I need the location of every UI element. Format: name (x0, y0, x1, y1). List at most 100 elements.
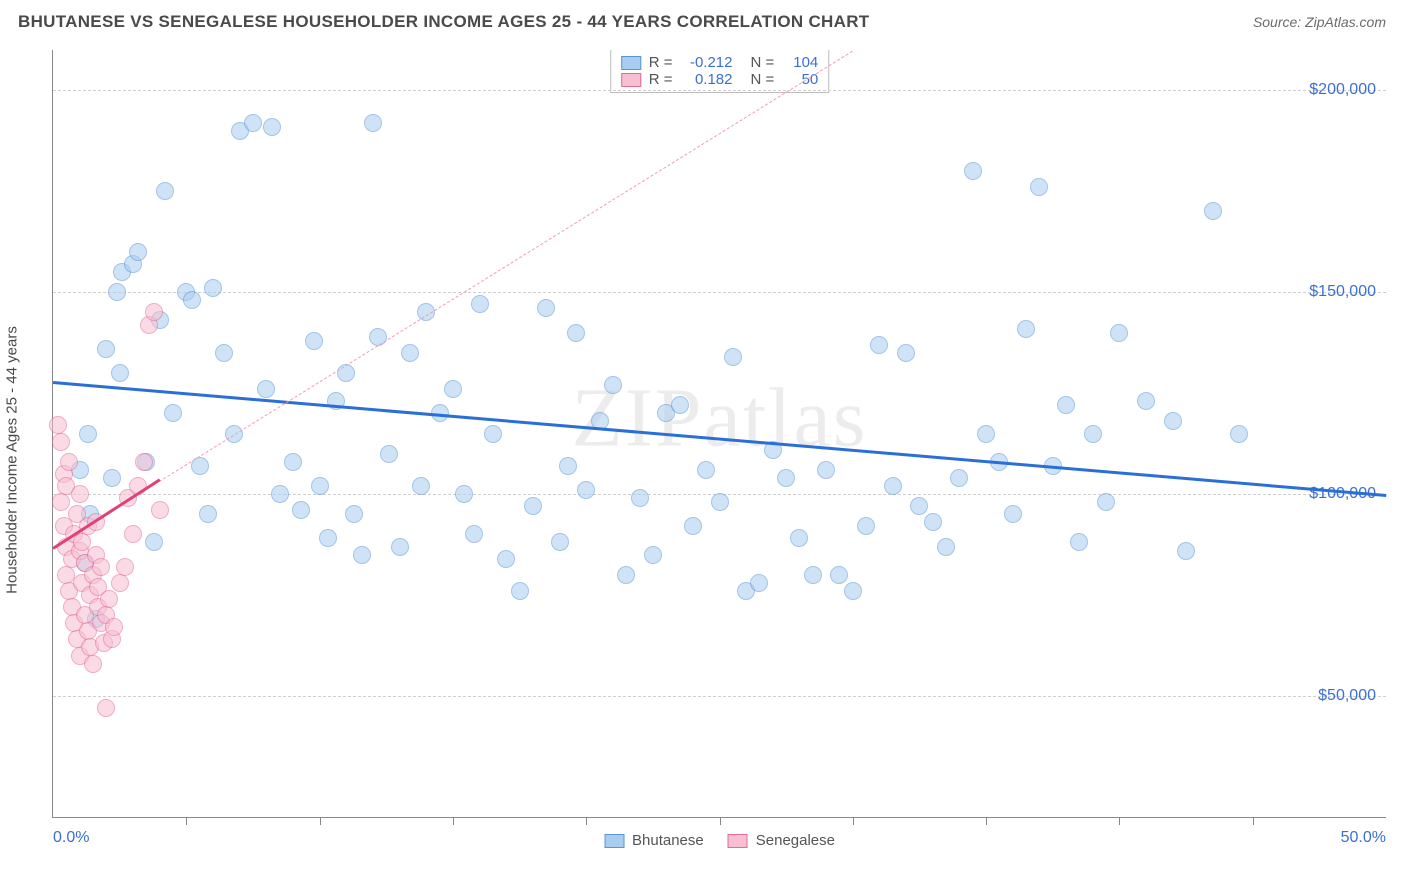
data-point-bhutanese (884, 477, 902, 495)
series-legend-item-bhutanese: Bhutanese (604, 832, 704, 849)
x-tick-label: 50.0% (1341, 829, 1386, 847)
data-point-bhutanese (830, 566, 848, 584)
data-point-bhutanese (537, 299, 555, 317)
data-point-bhutanese (444, 380, 462, 398)
data-point-bhutanese (380, 445, 398, 463)
x-tick (586, 817, 587, 825)
legend-n-value: 104 (782, 54, 818, 71)
data-point-senegalese (151, 501, 169, 519)
data-point-bhutanese (551, 533, 569, 551)
data-point-bhutanese (671, 396, 689, 414)
trend-line (53, 50, 853, 547)
legend-r-label: R = (649, 71, 673, 88)
data-point-bhutanese (337, 364, 355, 382)
x-tick (1253, 817, 1254, 825)
x-tick (853, 817, 854, 825)
legend-swatch (604, 834, 624, 848)
data-point-bhutanese (567, 324, 585, 342)
data-point-bhutanese (465, 525, 483, 543)
data-point-bhutanese (977, 425, 995, 443)
data-point-bhutanese (644, 546, 662, 564)
data-point-bhutanese (1177, 542, 1195, 560)
x-tick (986, 817, 987, 825)
x-tick-label: 0.0% (53, 829, 89, 847)
chart-container: Householder Income Ages 25 - 44 years ZI… (0, 40, 1406, 880)
data-point-bhutanese (369, 328, 387, 346)
data-point-bhutanese (559, 457, 577, 475)
data-point-bhutanese (697, 461, 715, 479)
data-point-bhutanese (1204, 202, 1222, 220)
data-point-bhutanese (79, 425, 97, 443)
gridline-h (53, 90, 1386, 91)
data-point-bhutanese (777, 469, 795, 487)
data-point-senegalese (97, 699, 115, 717)
data-point-bhutanese (1084, 425, 1102, 443)
y-tick-label: $150,000 (1309, 283, 1376, 301)
data-point-senegalese (84, 655, 102, 673)
data-point-bhutanese (284, 453, 302, 471)
data-point-bhutanese (156, 182, 174, 200)
data-point-bhutanese (511, 582, 529, 600)
data-point-bhutanese (401, 344, 419, 362)
x-tick (186, 817, 187, 825)
series-label: Bhutanese (632, 832, 704, 849)
legend-r-value: -0.212 (681, 54, 733, 71)
data-point-bhutanese (111, 364, 129, 382)
data-point-senegalese (52, 493, 70, 511)
gridline-h (53, 292, 1386, 293)
data-point-bhutanese (471, 295, 489, 313)
data-point-bhutanese (631, 489, 649, 507)
data-point-bhutanese (964, 162, 982, 180)
data-point-bhutanese (497, 550, 515, 568)
data-point-senegalese (60, 453, 78, 471)
gridline-h (53, 696, 1386, 697)
data-point-bhutanese (103, 469, 121, 487)
data-point-bhutanese (305, 332, 323, 350)
data-point-bhutanese (145, 533, 163, 551)
data-point-senegalese (145, 303, 163, 321)
series-label: Senegalese (756, 832, 835, 849)
legend-row-senegalese: R = 0.182 N = 50 (621, 71, 819, 88)
data-point-bhutanese (1097, 493, 1115, 511)
data-point-bhutanese (204, 279, 222, 297)
legend-n-value: 50 (782, 71, 818, 88)
data-point-bhutanese (257, 380, 275, 398)
data-point-bhutanese (1004, 505, 1022, 523)
data-point-bhutanese (164, 404, 182, 422)
data-point-bhutanese (817, 461, 835, 479)
data-point-bhutanese (199, 505, 217, 523)
data-point-senegalese (111, 574, 129, 592)
legend-r-value: 0.182 (681, 71, 733, 88)
legend-n-label: N = (751, 71, 775, 88)
x-tick (453, 817, 454, 825)
data-point-bhutanese (263, 118, 281, 136)
data-point-bhutanese (1017, 320, 1035, 338)
legend-swatch (621, 56, 641, 70)
data-point-senegalese (124, 525, 142, 543)
data-point-senegalese (71, 485, 89, 503)
data-point-bhutanese (1137, 392, 1155, 410)
data-point-bhutanese (215, 344, 233, 362)
data-point-bhutanese (684, 517, 702, 535)
data-point-bhutanese (364, 114, 382, 132)
data-point-bhutanese (1110, 324, 1128, 342)
legend-row-bhutanese: R =-0.212N =104 (621, 54, 819, 71)
data-point-bhutanese (129, 243, 147, 261)
data-point-senegalese (92, 558, 110, 576)
scatter-plot: ZIPatlas R =-0.212N =104R =0.182N =50 Bh… (52, 50, 1386, 818)
data-point-bhutanese (108, 283, 126, 301)
page-title: BHUTANESE VS SENEGALESE HOUSEHOLDER INCO… (18, 12, 869, 32)
data-point-bhutanese (950, 469, 968, 487)
data-point-bhutanese (1070, 533, 1088, 551)
data-point-bhutanese (870, 336, 888, 354)
data-point-bhutanese (711, 493, 729, 511)
data-point-senegalese (135, 453, 153, 471)
legend-r-label: R = (649, 54, 673, 71)
data-point-senegalese (105, 618, 123, 636)
data-point-bhutanese (345, 505, 363, 523)
data-point-bhutanese (455, 485, 473, 503)
data-point-bhutanese (1164, 412, 1182, 430)
data-point-bhutanese (183, 291, 201, 309)
data-point-bhutanese (910, 497, 928, 515)
data-point-bhutanese (804, 566, 822, 584)
